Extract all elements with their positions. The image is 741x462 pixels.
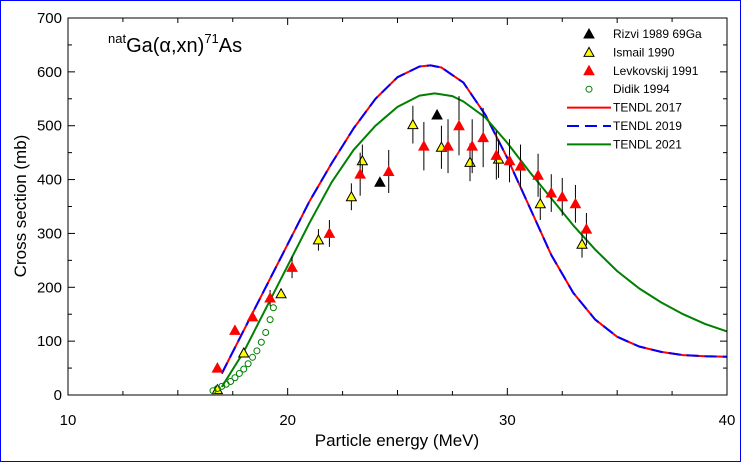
x-axis-title: Particle energy (MeV)	[315, 431, 479, 450]
data-point	[213, 385, 221, 393]
legend-entry-ismail-1990: Ismail 1990	[583, 45, 675, 59]
data-point	[407, 118, 419, 130]
legend-label: TENDL 2017	[613, 101, 682, 115]
legend-swatch	[583, 64, 595, 76]
data-point	[466, 140, 479, 151]
data-point	[323, 227, 336, 238]
data-point	[464, 156, 476, 167]
data-point	[264, 292, 276, 303]
legend-label: Rizvi 1989 69Ga	[613, 27, 702, 41]
x-tick-label: 20	[279, 412, 296, 429]
legend-entry-tendl-2021: TENDL 2021	[567, 137, 682, 151]
data-point	[227, 378, 235, 386]
data-point	[257, 338, 265, 346]
data-point	[246, 310, 259, 322]
data-point	[231, 374, 239, 382]
data-point	[244, 360, 252, 368]
points-layer	[209, 96, 593, 395]
series-levkovskij-1991	[211, 96, 593, 373]
ticks-layer	[67, 17, 728, 396]
data-point	[514, 160, 527, 171]
data-point	[580, 223, 593, 234]
y-tick-label: 600	[37, 64, 62, 81]
data-point	[569, 197, 582, 209]
x-tick-label: 40	[719, 412, 736, 429]
series-line-tendl-2021	[220, 92, 728, 388]
data-point	[286, 261, 298, 272]
data-point	[262, 329, 270, 337]
data-point	[209, 387, 217, 395]
data-point	[442, 140, 454, 151]
data-point	[477, 131, 490, 143]
legend-entry-tendl-2019: TENDL 2019	[567, 119, 682, 133]
legend-entry-levkovskij-1991: Levkovskij 1991	[583, 64, 699, 78]
series-rizvi-1989-69ga	[374, 108, 443, 187]
data-point	[556, 190, 569, 202]
y-tick-label: 300	[37, 225, 62, 242]
series-didik-1994	[209, 304, 277, 395]
legend-label: TENDL 2019	[613, 119, 682, 133]
y-tick-label: 700	[37, 10, 62, 27]
y-tick-label: 200	[37, 279, 62, 296]
data-point	[503, 154, 516, 166]
y-tick-label: 400	[37, 172, 62, 189]
legend-label: Ismail 1990	[613, 45, 675, 59]
legend-label: TENDL 2021	[613, 137, 682, 151]
data-point	[532, 169, 544, 180]
data-point	[235, 369, 243, 377]
legend-swatch	[583, 27, 595, 39]
data-point	[269, 304, 277, 312]
data-point	[266, 316, 274, 324]
reaction-prefix-sup: nat	[108, 31, 126, 46]
data-point	[211, 362, 224, 373]
x-tick-label: 10	[60, 412, 77, 429]
data-point	[240, 365, 248, 373]
data-point	[345, 190, 358, 202]
data-point	[382, 165, 395, 176]
legend-entry-rizvi-1989-69ga: Rizvi 1989 69Ga	[583, 27, 702, 41]
data-point	[490, 149, 503, 160]
data-point	[218, 382, 226, 390]
data-point	[374, 176, 386, 187]
data-point	[356, 154, 369, 166]
lines-layer	[220, 64, 728, 388]
legend-swatch	[585, 85, 593, 93]
reaction-mid-sup: 71	[204, 31, 218, 46]
reaction-suffix: As	[219, 35, 242, 57]
y-tick-label: 500	[37, 118, 62, 135]
legend-label: Didik 1994	[613, 82, 670, 96]
data-point	[249, 353, 257, 361]
data-point	[312, 233, 325, 245]
data-point	[253, 347, 261, 355]
data-point	[431, 108, 443, 120]
reaction-annotation: natGa(α,xn)71As	[108, 31, 242, 57]
y-tick-label: 0	[54, 387, 62, 404]
reaction-main: Ga(α,xn)	[126, 35, 204, 57]
data-point	[453, 119, 465, 131]
legend-label: Levkovskij 1991	[613, 64, 699, 78]
data-point	[418, 140, 430, 151]
y-axis-title: Cross section (mb)	[11, 135, 30, 278]
legend-entry-didik-1994: Didik 1994	[585, 82, 670, 96]
series-line-tendl-2019	[220, 64, 728, 374]
legend: Rizvi 1989 69Ga Ismail 1990 Levkovskij 199…	[567, 27, 702, 151]
data-point	[229, 324, 241, 335]
series-ismail-1990	[211, 105, 588, 395]
data-point	[237, 346, 250, 358]
data-point	[576, 238, 588, 249]
x-tick-label: 30	[499, 412, 516, 429]
legend-swatch	[583, 46, 595, 57]
data-point	[354, 168, 367, 179]
data-point	[534, 197, 547, 209]
legend-entry-tendl-2017: TENDL 2017	[567, 101, 682, 115]
y-tick-label: 100	[37, 333, 62, 350]
data-point	[545, 187, 558, 198]
data-point	[275, 287, 287, 299]
